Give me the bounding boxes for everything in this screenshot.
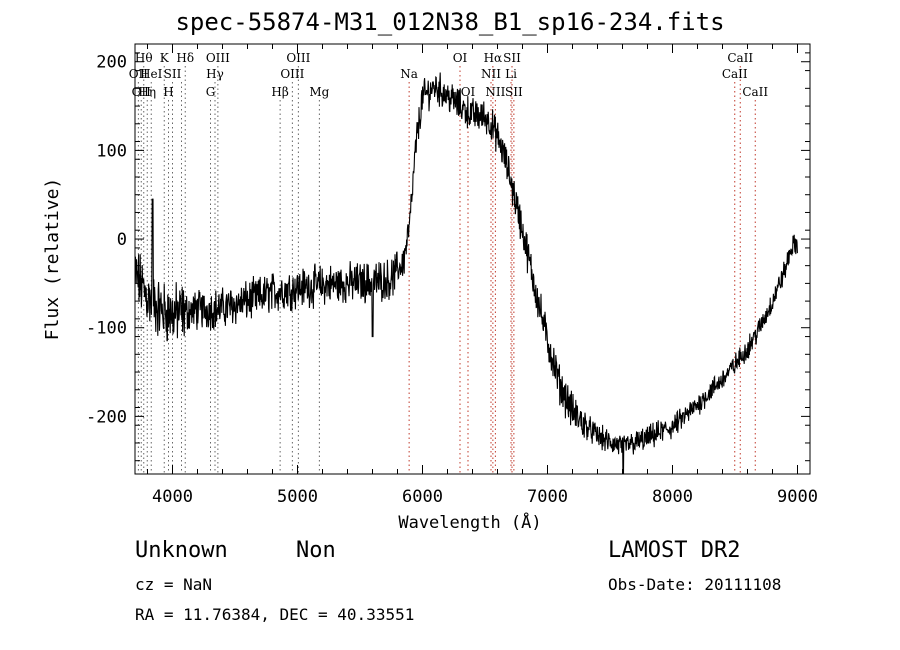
class-label: Unknown xyxy=(135,538,228,563)
obs-date-text: Obs-Date: 20111108 xyxy=(608,575,782,594)
redshift-text: cz = NaN xyxy=(135,575,213,594)
y-tick-label: -200 xyxy=(86,407,127,427)
x-tick-label: 8000 xyxy=(652,487,693,507)
spectral-line-label: Li xyxy=(505,67,517,81)
x-tick-label: 4000 xyxy=(152,487,193,507)
spectral-line-label: Hδ xyxy=(176,51,194,65)
spectral-line-label: OII xyxy=(129,67,149,81)
survey-label: LAMOST DR2 xyxy=(608,538,741,563)
spectral-line-label: OI xyxy=(453,51,468,65)
spectral-line-label: CaII xyxy=(742,85,768,99)
spectral-line-label: Hβ xyxy=(271,85,288,99)
x-tick-label: 9000 xyxy=(777,487,818,507)
spectral-line-labels: OIIOIIHθHηHeIKHSIIHδGHγOIIIHβOIIIOIIIMgN… xyxy=(129,51,769,99)
chart-title: spec-55874-M31_012N38_B1_sp16-234.fits xyxy=(175,8,725,36)
spectral-line-label: OIII xyxy=(286,51,310,65)
spectral-line-label: G xyxy=(206,85,216,99)
plot-frame xyxy=(134,43,811,475)
coordinates-text: RA = 11.76384, DEC = 40.33551 xyxy=(135,605,415,624)
spectral-line-label: Hγ xyxy=(206,67,224,81)
spectral-line-label: CaII xyxy=(722,67,748,81)
spectral-line-label: OIII xyxy=(206,51,230,65)
spectral-line-label: SII xyxy=(505,85,523,99)
spectral-line-label: OIII xyxy=(280,67,304,81)
x-tick-label: 7000 xyxy=(527,487,568,507)
spectral-line-label: HeI xyxy=(140,67,163,81)
x-axis-label: Wavelength (Å) xyxy=(398,511,541,533)
spectral-line-label: NII xyxy=(485,85,505,99)
y-tick-label: -100 xyxy=(86,319,127,339)
spectral-line-label: K xyxy=(160,51,170,65)
spectral-line-label: Na xyxy=(400,67,418,81)
spectral-line-label: CaII xyxy=(727,51,753,65)
spectral-line-markers xyxy=(137,66,756,474)
spectral-line-label: Hα xyxy=(484,51,503,65)
y-tick-label: 0 xyxy=(117,230,127,250)
spectral-line-label: NII xyxy=(481,67,501,81)
spectral-line-label: SII xyxy=(503,51,521,65)
x-tick-label: 5000 xyxy=(277,487,318,507)
subclass-label: Non xyxy=(296,538,336,563)
spectral-line-label: OI xyxy=(461,85,476,99)
y-tick-label: 200 xyxy=(96,53,127,73)
spectral-line-label: Mg xyxy=(309,85,329,99)
spectral-line-label: SII xyxy=(164,67,182,81)
spectrum-series xyxy=(135,72,798,474)
x-tick-label: 6000 xyxy=(402,487,443,507)
axis-ticks: 4000 5000 6000 7000 8000 9000 -200 -100 0 100 200 xyxy=(86,44,818,507)
spectral-line-label: H xyxy=(163,85,173,99)
y-tick-label: 100 xyxy=(96,141,127,161)
spectral-line-label: Hη xyxy=(138,85,156,99)
y-axis-label: Flux (relative) xyxy=(42,178,63,341)
